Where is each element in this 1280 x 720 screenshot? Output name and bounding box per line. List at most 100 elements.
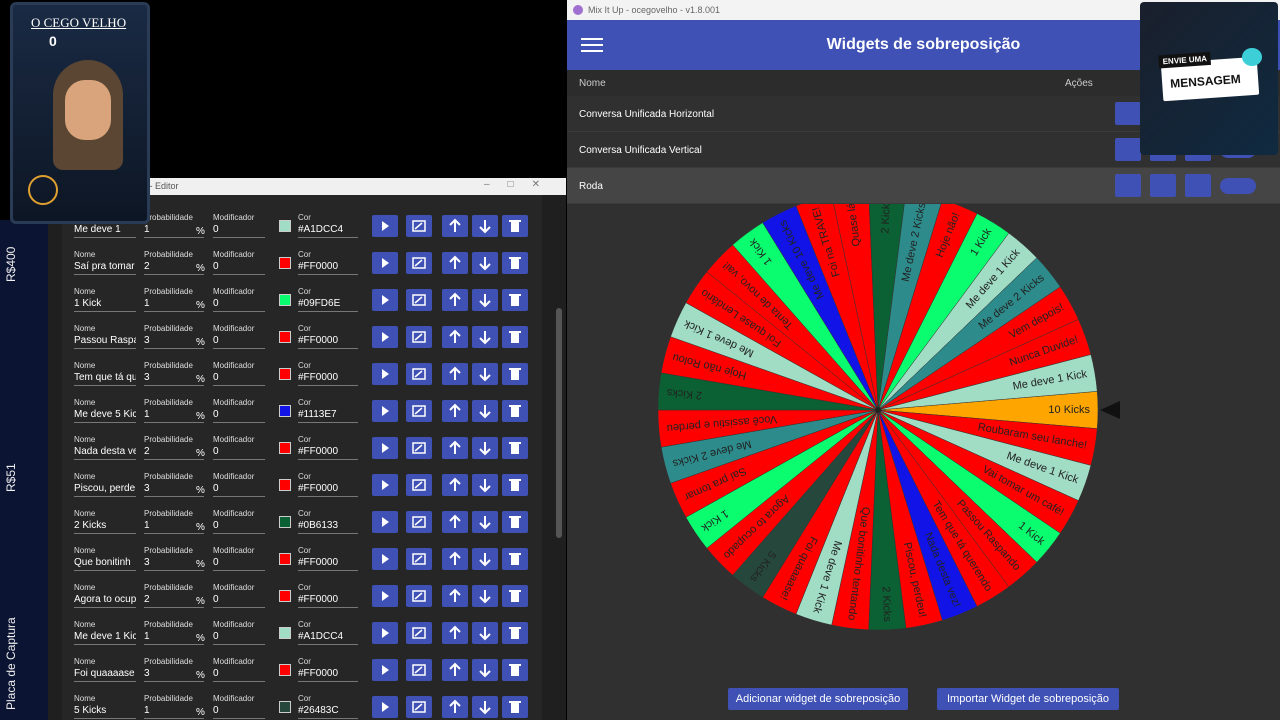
- edit-button[interactable]: [406, 696, 432, 718]
- modifier-field[interactable]: 0: [213, 483, 265, 497]
- color-swatch[interactable]: [279, 257, 291, 269]
- play-button[interactable]: [372, 622, 398, 644]
- edit-button[interactable]: [406, 511, 432, 533]
- color-swatch[interactable]: [279, 294, 291, 306]
- color-swatch[interactable]: [279, 479, 291, 491]
- color-swatch[interactable]: [279, 516, 291, 528]
- window-controls[interactable]: –□✕: [484, 179, 558, 190]
- play-button[interactable]: [372, 585, 398, 607]
- delete-button[interactable]: [502, 511, 528, 533]
- menu-button[interactable]: [581, 38, 603, 52]
- play-button[interactable]: [372, 400, 398, 422]
- color-field[interactable]: #A1DCC4: [298, 631, 358, 645]
- delete-button[interactable]: [502, 659, 528, 681]
- modifier-field[interactable]: 0: [213, 594, 265, 608]
- down-button[interactable]: [472, 548, 498, 570]
- up-button[interactable]: [442, 326, 468, 348]
- delete-button[interactable]: [502, 215, 528, 237]
- probability-field[interactable]: 1: [144, 520, 204, 534]
- modifier-field[interactable]: 0: [213, 668, 265, 682]
- up-button[interactable]: [442, 622, 468, 644]
- name-field[interactable]: Me deve 1 Kic: [74, 631, 136, 645]
- probability-field[interactable]: 3: [144, 483, 204, 497]
- color-field[interactable]: #26483C: [298, 705, 358, 719]
- up-button[interactable]: [442, 696, 468, 718]
- link-button[interactable]: [1115, 174, 1141, 197]
- color-swatch[interactable]: [279, 220, 291, 232]
- name-field[interactable]: Que bonitinh: [74, 557, 136, 571]
- modifier-field[interactable]: 0: [213, 557, 265, 571]
- color-field[interactable]: #0B6133: [298, 520, 358, 534]
- delete-button[interactable]: [502, 548, 528, 570]
- modifier-field[interactable]: 0: [213, 409, 265, 423]
- play-button[interactable]: [372, 363, 398, 385]
- delete-button[interactable]: [1185, 174, 1211, 197]
- name-field[interactable]: Passou Raspa: [74, 335, 136, 349]
- edit-button[interactable]: [406, 622, 432, 644]
- probability-field[interactable]: 2: [144, 446, 204, 460]
- color-swatch[interactable]: [279, 664, 291, 676]
- color-field[interactable]: #FF0000: [298, 483, 358, 497]
- edit-button[interactable]: [406, 548, 432, 570]
- name-field[interactable]: 2 Kicks: [74, 520, 136, 534]
- modifier-field[interactable]: 0: [213, 520, 265, 534]
- color-field[interactable]: #A1DCC4: [298, 224, 358, 238]
- play-button[interactable]: [372, 696, 398, 718]
- widget-row[interactable]: Roda: [567, 168, 1280, 204]
- delete-button[interactable]: [502, 696, 528, 718]
- color-swatch[interactable]: [279, 627, 291, 639]
- probability-field[interactable]: 3: [144, 668, 204, 682]
- up-button[interactable]: [442, 659, 468, 681]
- color-field[interactable]: #FF0000: [298, 446, 358, 460]
- down-button[interactable]: [472, 215, 498, 237]
- delete-button[interactable]: [502, 252, 528, 274]
- modifier-field[interactable]: 0: [213, 372, 265, 386]
- name-field[interactable]: Me deve 1: [74, 224, 136, 238]
- color-field[interactable]: #FF0000: [298, 335, 358, 349]
- probability-field[interactable]: 1: [144, 298, 204, 312]
- edit-button[interactable]: [406, 363, 432, 385]
- modifier-field[interactable]: 0: [213, 335, 265, 349]
- down-button[interactable]: [472, 252, 498, 274]
- play-button[interactable]: [372, 215, 398, 237]
- delete-button[interactable]: [502, 363, 528, 385]
- scrollbar[interactable]: [556, 308, 562, 538]
- edit-button[interactable]: [406, 326, 432, 348]
- delete-button[interactable]: [502, 585, 528, 607]
- down-button[interactable]: [472, 363, 498, 385]
- color-swatch[interactable]: [279, 553, 291, 565]
- probability-field[interactable]: 3: [144, 335, 204, 349]
- modifier-field[interactable]: 0: [213, 224, 265, 238]
- color-field[interactable]: #FF0000: [298, 668, 358, 682]
- name-field[interactable]: Saí pra tomar: [74, 261, 136, 275]
- down-button[interactable]: [472, 659, 498, 681]
- toggle[interactable]: [1220, 178, 1256, 194]
- down-button[interactable]: [472, 474, 498, 496]
- modifier-field[interactable]: 0: [213, 298, 265, 312]
- color-swatch[interactable]: [279, 590, 291, 602]
- up-button[interactable]: [442, 400, 468, 422]
- play-button[interactable]: [372, 548, 398, 570]
- down-button[interactable]: [472, 696, 498, 718]
- down-button[interactable]: [472, 585, 498, 607]
- play-button[interactable]: [372, 437, 398, 459]
- edit-button[interactable]: [406, 215, 432, 237]
- play-button[interactable]: [372, 474, 398, 496]
- name-field[interactable]: 5 Kicks: [74, 705, 136, 719]
- probability-field[interactable]: 1: [144, 631, 204, 645]
- probability-field[interactable]: 2: [144, 261, 204, 275]
- name-field[interactable]: 1 Kick: [74, 298, 136, 312]
- up-button[interactable]: [442, 548, 468, 570]
- delete-button[interactable]: [502, 326, 528, 348]
- probability-field[interactable]: 1: [144, 224, 204, 238]
- delete-button[interactable]: [502, 400, 528, 422]
- edit-button[interactable]: [406, 474, 432, 496]
- color-field[interactable]: #FF0000: [298, 261, 358, 275]
- edit-button[interactable]: [406, 252, 432, 274]
- up-button[interactable]: [442, 585, 468, 607]
- up-button[interactable]: [442, 363, 468, 385]
- up-button[interactable]: [442, 289, 468, 311]
- color-field[interactable]: #09FD6E: [298, 298, 358, 312]
- edit-button[interactable]: [1150, 174, 1176, 197]
- color-swatch[interactable]: [279, 701, 291, 713]
